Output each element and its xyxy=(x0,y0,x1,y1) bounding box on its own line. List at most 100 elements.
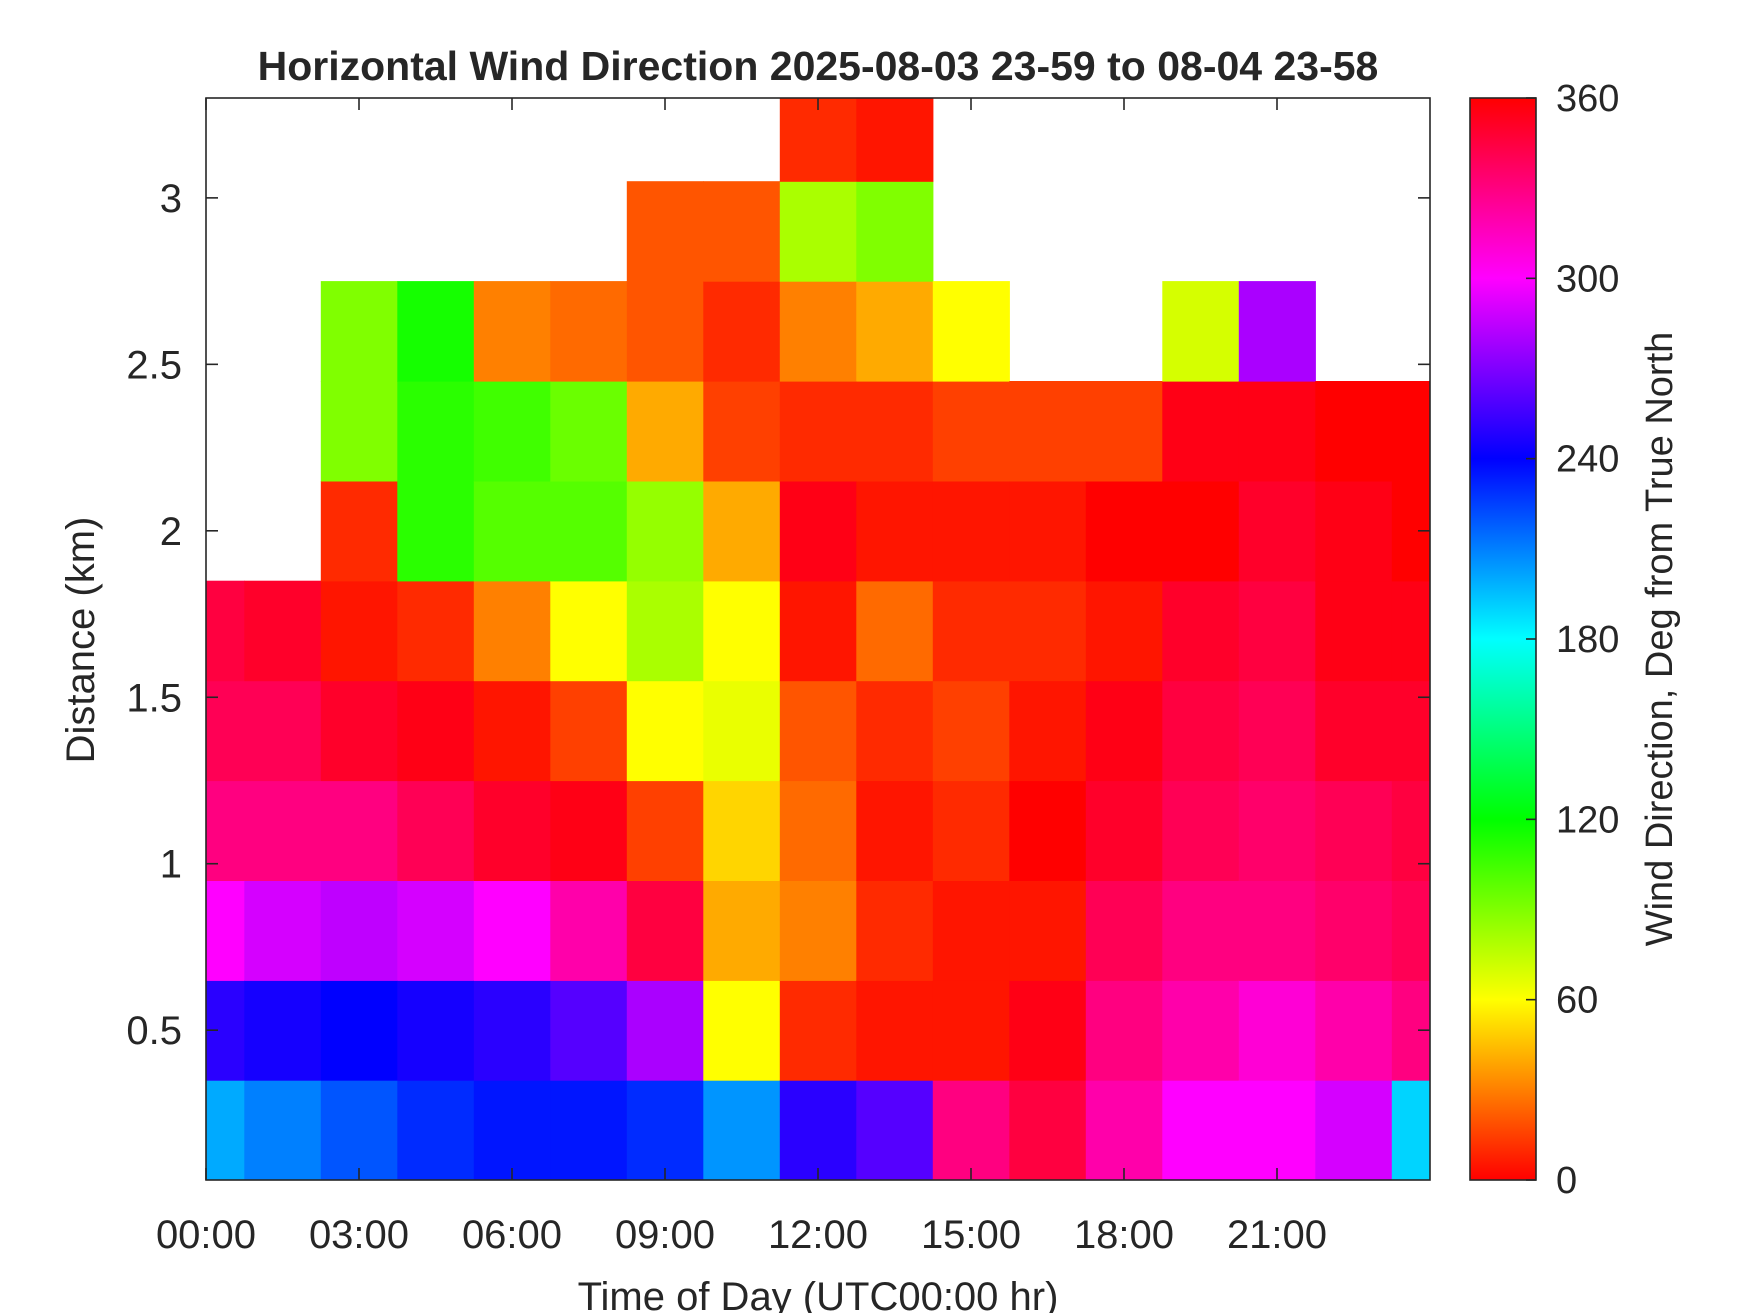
heatmap-cell xyxy=(320,880,398,981)
heatmap-cell xyxy=(779,281,857,382)
heatmap-cell xyxy=(1162,381,1240,482)
heatmap-cell xyxy=(1315,580,1393,682)
heatmap-cell xyxy=(626,281,704,382)
heatmap-cell xyxy=(550,680,628,782)
heatmap-cell xyxy=(703,1080,781,1180)
heatmap-cell xyxy=(320,780,398,881)
y-tick-label: 1 xyxy=(160,843,182,887)
heatmap-cell xyxy=(473,780,551,881)
heatmap-cell xyxy=(244,1080,322,1180)
heatmap-cell xyxy=(244,580,322,682)
heatmap-cell xyxy=(626,580,704,682)
heatmap-cell xyxy=(397,1080,475,1180)
colorbar-tick-label: 0 xyxy=(1556,1160,1577,1202)
heatmap-cell xyxy=(703,281,781,382)
heatmap-cell xyxy=(1238,281,1316,382)
x-tick-label: 00:00 xyxy=(156,1213,256,1257)
heatmap-cell xyxy=(856,181,934,282)
heatmap-cell xyxy=(244,680,322,782)
y-axis-label: Distance (km) xyxy=(59,517,103,764)
heatmap-cell xyxy=(1238,580,1316,682)
heatmap-cell xyxy=(1238,880,1316,981)
heatmap-cell xyxy=(932,880,1010,981)
y-tick-label: 2.5 xyxy=(126,343,182,387)
heatmap-cell xyxy=(703,780,781,881)
heatmap-cell xyxy=(703,480,781,582)
heatmap-cell xyxy=(1009,580,1087,682)
heatmap-cell xyxy=(932,281,1010,382)
heatmap-cell xyxy=(1162,480,1240,582)
heatmap-cell xyxy=(244,780,322,881)
colorbar-tick-label: 180 xyxy=(1556,619,1619,661)
heatmap-cell xyxy=(626,680,704,782)
heatmap-cell xyxy=(932,1080,1010,1180)
y-tick-label: 1.5 xyxy=(126,676,182,720)
heatmap-cell xyxy=(397,381,475,482)
heatmap-cell xyxy=(1315,980,1393,1081)
heatmap-cell xyxy=(397,880,475,981)
heatmap-cell xyxy=(1315,1080,1393,1180)
heatmap-cell xyxy=(473,580,551,682)
heatmap-cell xyxy=(626,980,704,1081)
y-tick-label: 3 xyxy=(160,177,182,221)
colorbar-tick-label: 60 xyxy=(1556,980,1598,1022)
heatmap-cell xyxy=(1085,480,1163,582)
heatmap-cell xyxy=(1238,780,1316,881)
colorbar-label: Wind Direction, Deg from True North xyxy=(1639,332,1681,947)
colorbar-tick-label: 360 xyxy=(1556,78,1619,120)
heatmap-cell xyxy=(1391,680,1430,782)
heatmap-cell xyxy=(779,480,857,582)
heatmap-cell xyxy=(320,1080,398,1180)
heatmap-cell xyxy=(1315,381,1393,482)
heatmap-cell xyxy=(320,281,398,382)
heatmap-cell xyxy=(856,880,934,981)
x-tick-label: 03:00 xyxy=(309,1213,409,1257)
y-tick-label: 0.5 xyxy=(126,1009,182,1053)
heatmap-cell xyxy=(626,381,704,482)
heatmap-cell xyxy=(473,281,551,382)
heatmap-cell xyxy=(206,1080,245,1180)
heatmap-cell xyxy=(473,1080,551,1180)
heatmap-cell xyxy=(1162,680,1240,782)
heatmap-cell xyxy=(703,880,781,981)
heatmap-cell xyxy=(1238,1080,1316,1180)
heatmap-cell xyxy=(932,780,1010,881)
heatmap-cell xyxy=(1009,880,1087,981)
heatmap-cell xyxy=(1009,1080,1087,1180)
x-axis: 00:00 03:00 06:00 09:00 12:00 15:00 18:00 21:00 xyxy=(156,98,1327,1257)
x-tick-label: 09:00 xyxy=(615,1213,715,1257)
heatmap-cell xyxy=(550,480,628,582)
heatmap-cells xyxy=(206,98,1430,1180)
x-tick-label: 15:00 xyxy=(921,1213,1021,1257)
heatmap-cell xyxy=(1315,680,1393,782)
heatmap-cell xyxy=(856,281,934,382)
heatmap-cell xyxy=(856,580,934,682)
heatmap-cell xyxy=(1315,880,1393,981)
heatmap-cell xyxy=(1009,980,1087,1081)
heatmap-cell xyxy=(1162,980,1240,1081)
heatmap-cell xyxy=(1315,480,1393,582)
x-tick-label: 12:00 xyxy=(768,1213,868,1257)
heatmap-cell xyxy=(320,980,398,1081)
heatmap-cell xyxy=(320,680,398,782)
heatmap-cell xyxy=(397,780,475,881)
heatmap-cell xyxy=(473,680,551,782)
heatmap-cell xyxy=(626,1080,704,1180)
heatmap-cell xyxy=(856,1080,934,1180)
heatmap-cell xyxy=(856,480,934,582)
heatmap-cell xyxy=(1009,680,1087,782)
heatmap-cell xyxy=(550,880,628,981)
heatmap-cell xyxy=(397,480,475,582)
heatmap-cell xyxy=(703,980,781,1081)
heatmap-cell xyxy=(397,580,475,682)
heatmap-cell xyxy=(779,181,857,282)
heatmap-cell xyxy=(1085,381,1163,482)
heatmap-cell xyxy=(856,98,934,182)
heatmap-cell xyxy=(779,1080,857,1180)
heatmap-cell xyxy=(1391,1080,1430,1180)
heatmap-cell xyxy=(320,480,398,582)
colorbar-tick-label: 300 xyxy=(1556,258,1619,300)
heatmap-cell xyxy=(473,480,551,582)
heatmap-cell xyxy=(779,98,857,182)
